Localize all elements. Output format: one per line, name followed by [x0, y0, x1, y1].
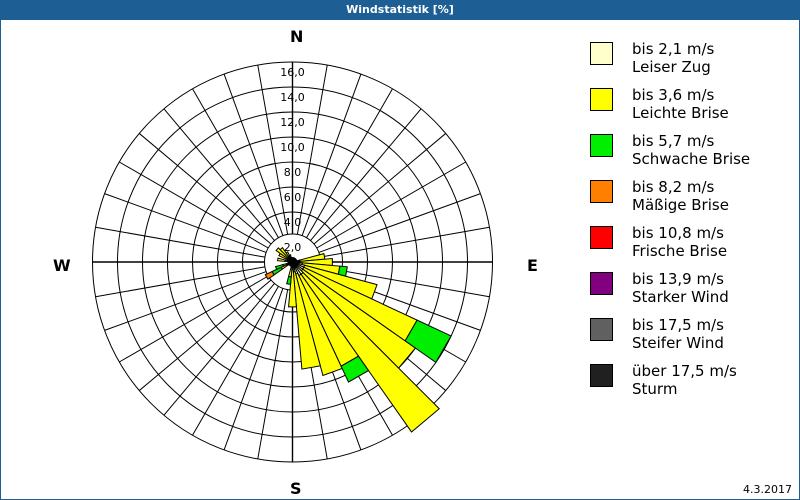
grid-spoke	[138, 133, 272, 245]
grid-spoke	[163, 283, 275, 416]
wind-petal-segment	[286, 275, 292, 286]
grid-spoke	[223, 73, 284, 236]
legend-swatch	[590, 88, 613, 111]
legend-swatch	[590, 318, 613, 341]
legend-name: Starker Wind	[632, 288, 729, 306]
radial-tick-label: 10,0	[280, 141, 305, 154]
window-title: Windstatistik [%]	[0, 0, 800, 20]
legend-range: bis 3,6 m/s	[632, 86, 715, 104]
legend-name: Schwache Brise	[632, 150, 751, 168]
legend-range: bis 17,5 m/s	[632, 316, 724, 334]
legend-range: bis 10,8 m/s	[632, 224, 724, 242]
legend-swatch	[590, 364, 613, 387]
grid-spoke	[306, 88, 393, 239]
date-stamp: 4.3.2017	[743, 483, 792, 496]
wind-petal-segment	[264, 270, 275, 280]
legend-swatch	[590, 180, 613, 203]
grid-spoke	[138, 279, 272, 391]
wind-petal-segment	[274, 263, 285, 271]
grid-spoke	[192, 285, 279, 436]
wind-petal-segment	[300, 271, 440, 433]
radial-tick-label: 14,0	[280, 91, 305, 104]
legend-name: Frische Brise	[632, 242, 728, 260]
radial-tick-label: 8,0	[284, 166, 302, 179]
grid-spoke	[313, 133, 447, 245]
grid-spoke	[95, 226, 266, 258]
wind-petal-segment	[295, 272, 343, 377]
legend-swatch	[590, 134, 613, 157]
grid-spoke	[319, 266, 490, 298]
legend-name: Leiser Zug	[632, 58, 711, 76]
north-label: N	[290, 27, 304, 46]
center-hub	[287, 257, 298, 267]
grid-spoke	[104, 193, 267, 253]
radial-tick-label: 16,0	[280, 66, 305, 79]
grid-spoke	[318, 193, 481, 253]
legend-range: bis 5,7 m/s	[632, 132, 715, 150]
legend-name: Leichte Brise	[632, 104, 729, 122]
wind-petal-segment	[404, 319, 452, 364]
wind-petal-segment	[276, 257, 286, 262]
east-label: E	[527, 256, 538, 275]
grid-spoke	[296, 64, 328, 235]
wind-petal-segment	[340, 355, 370, 383]
legend-name: Mäßige Brise	[632, 196, 729, 214]
legend-range: bis 8,2 m/s	[632, 178, 715, 196]
radial-tick-label: 4,0	[284, 216, 302, 229]
legend-swatch	[590, 226, 613, 249]
grid-spoke	[310, 108, 422, 241]
radial-tick-label: 6,0	[284, 191, 302, 204]
grid-spoke	[301, 73, 362, 236]
grid-spoke	[95, 266, 266, 298]
legend-range: über 17,5 m/s	[632, 362, 737, 380]
legend-name: Steifer Wind	[632, 334, 724, 352]
grid-spoke	[223, 288, 284, 451]
radial-tick-label: 12,0	[280, 116, 305, 129]
grid-spoke	[192, 88, 279, 239]
grid-spoke	[163, 108, 275, 241]
legend-swatch	[590, 272, 613, 295]
grid-spoke	[119, 275, 269, 363]
wind-petal-segment	[292, 271, 321, 370]
south-label: S	[290, 479, 302, 498]
grid-spoke	[257, 289, 289, 460]
legend-range: bis 13,9 m/s	[632, 270, 724, 288]
legend-swatch	[590, 42, 613, 65]
grid-spoke	[104, 271, 267, 331]
legend-range: bis 2,1 m/s	[632, 40, 715, 58]
west-label: W	[53, 256, 71, 275]
legend-name: Sturm	[632, 380, 678, 398]
grid-spoke	[119, 161, 269, 249]
radial-tick-label: 2,0	[284, 241, 302, 254]
grid-spoke	[319, 226, 490, 258]
grid-spoke	[257, 64, 289, 235]
grid-spoke	[316, 161, 466, 249]
